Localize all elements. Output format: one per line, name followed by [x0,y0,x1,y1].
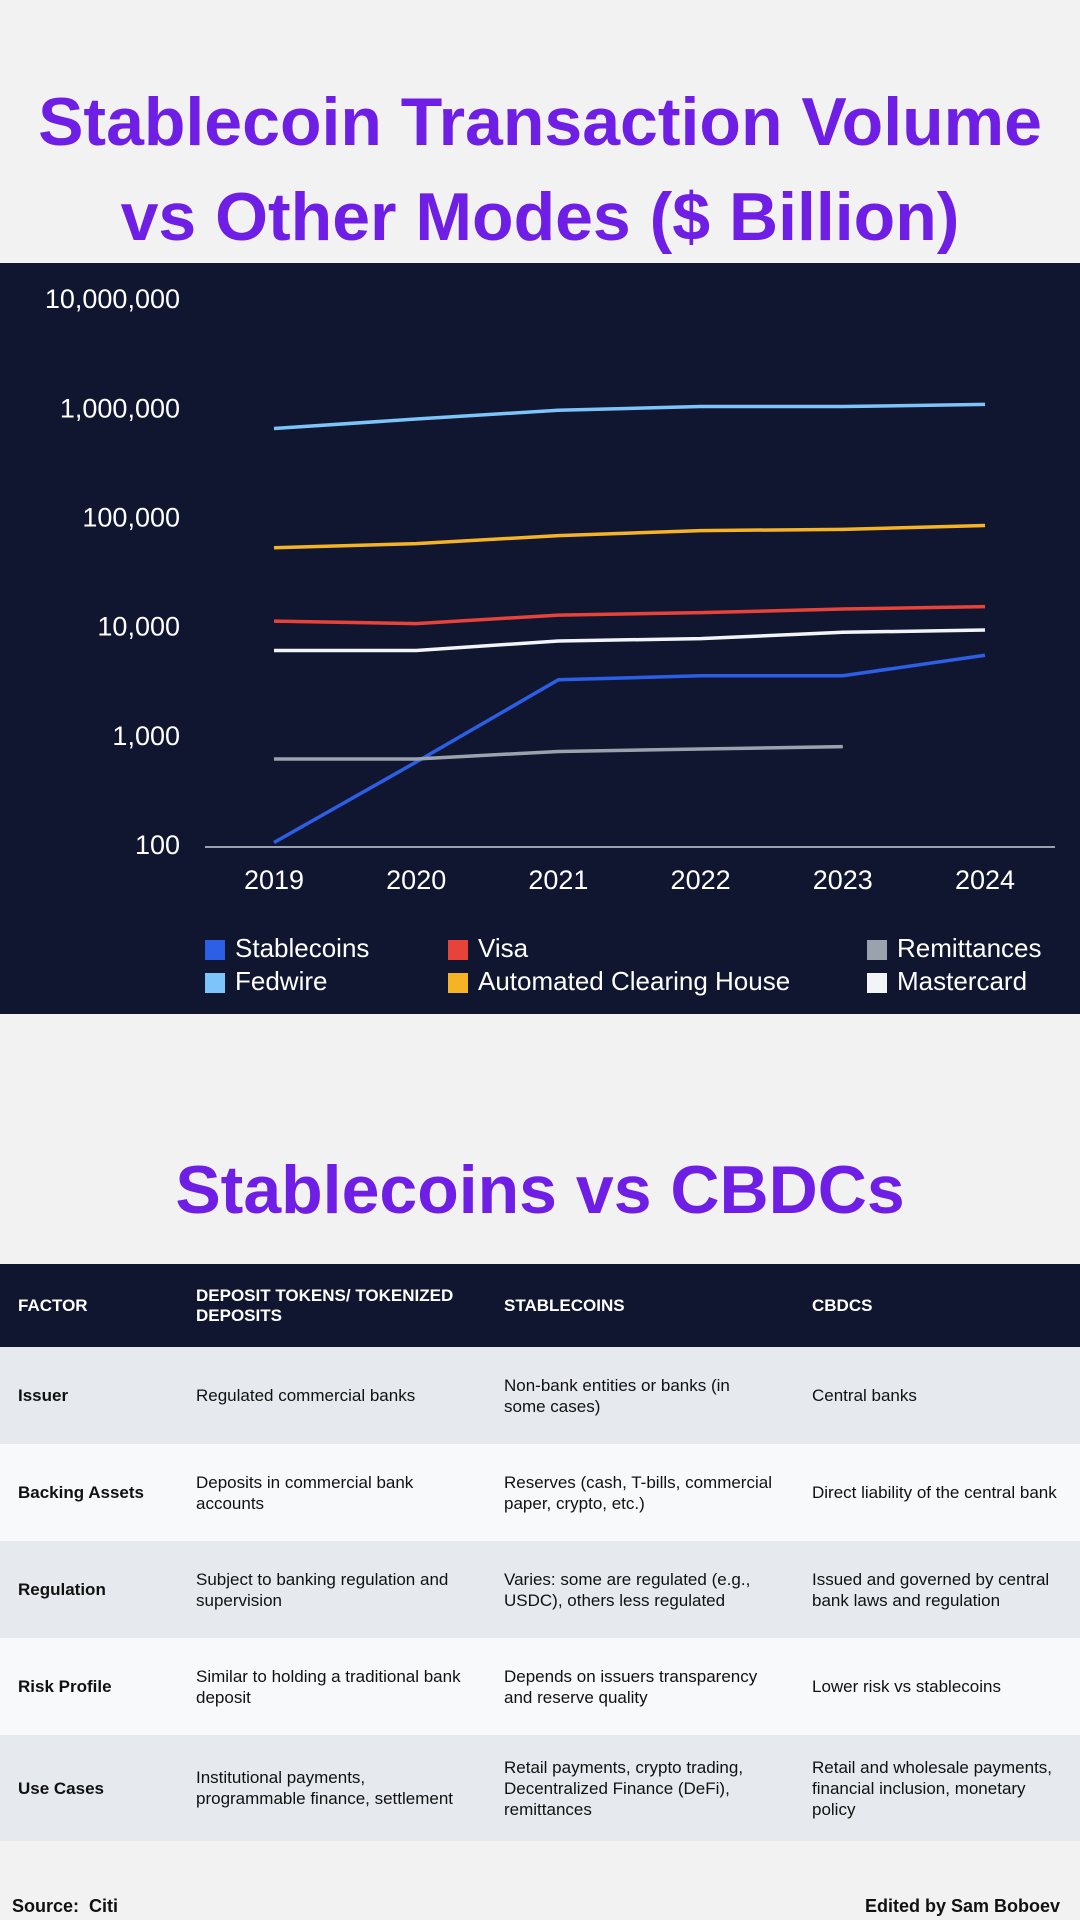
legend-label: Automated Clearing House [478,966,790,996]
table-row: Backing Assets Deposits in commercial ban… [0,1444,1080,1541]
table-cell: Depends on issuers transparency and rese… [486,1638,794,1735]
table-cell: Regulated commercial banks [178,1347,486,1444]
table-cell: Central banks [794,1347,1080,1444]
y-tick-label: 10,000,000 [45,284,180,314]
chart-title: Stablecoin Transaction Volume vs Other M… [38,84,1042,255]
table-cell: Institutional payments, programmable fin… [178,1735,486,1841]
table-cell: Issuer [0,1347,178,1444]
comparison-table: FACTOR DEPOSIT TOKENS/ TOKENIZED DEPOSITS… [0,1264,1080,1841]
table-row: Risk Profile Similar to holding a traditi… [0,1638,1080,1735]
table-row: Regulation Subject to banking regulation … [0,1541,1080,1638]
table-cell: Deposits in commercial bank accounts [178,1444,486,1541]
x-tick-label: 2022 [671,865,731,895]
x-tick-label: 2024 [955,865,1015,895]
y-tick-label: 100 [135,830,180,860]
legend-swatch [867,973,887,993]
table-cell: Direct liability of the central bank [794,1444,1080,1541]
table-cell: Backing Assets [0,1444,178,1541]
x-tick-label: 2019 [244,865,304,895]
y-tick-label: 1,000,000 [60,393,180,423]
header-row: FACTOR DEPOSIT TOKENS/ TOKENIZED DEPOSITS… [0,1264,1080,1347]
x-tick-label: 2021 [528,865,588,895]
table-cell: Similar to holding a traditional bank de… [178,1638,486,1735]
table-cell: Subject to banking regulation and superv… [178,1541,486,1638]
legend-swatch [448,973,468,993]
y-tick-label: 100,000 [82,503,180,533]
table-cell: Risk Profile [0,1638,178,1735]
y-tick-label: 10,000 [97,612,180,642]
table-cell: Regulation [0,1541,178,1638]
legend-label: Remittances [897,933,1042,963]
legend-swatch [205,973,225,993]
column-header: FACTOR [0,1264,178,1347]
x-tick-label: 2020 [386,865,446,895]
table-cell: Non-bank entities or banks (in some case… [486,1347,794,1444]
table-row: Issuer Regulated commercial banks Non-bank… [0,1347,1080,1444]
credit: Edited by Sam Boboev [864,1896,1060,1916]
legend-swatch [448,940,468,960]
chart: 100 1,000 10,000 100,000 1,000,000 10,000,000… [0,263,1080,1014]
table-cell: Lower risk vs stablecoins [794,1638,1080,1735]
legend-label: Mastercard [897,966,1027,996]
series-line [274,628,986,653]
table-cell: Retail and wholesale payments, financial… [794,1735,1080,1841]
column-header: CBDCS [794,1264,1080,1347]
table-cell: Issued and governed by central bank laws… [794,1541,1080,1638]
series-line [274,744,843,761]
source: Source: Citi [12,1896,119,1916]
table-cell: Retail payments, crypto trading, Decentr… [486,1735,794,1841]
column-header: DEPOSIT TOKENS/ TOKENIZED DEPOSITS [178,1264,486,1347]
table-title: Stablecoins vs CBDCs [175,1152,905,1228]
series-line [273,402,986,431]
table-cell: Reserves (cash, T-bills, commercial pape… [486,1444,794,1541]
y-tick-label: 1,000 [112,721,180,751]
series-line [273,523,986,550]
table-cell: Use Cases [0,1735,178,1841]
table-cell: Varies: some are regulated (e.g., USDC),… [486,1541,794,1638]
series-line [273,653,986,845]
legend-swatch [205,940,225,960]
legend-label: Fedwire [235,966,327,996]
x-tick-label: 2023 [813,865,873,895]
legend-swatch [867,940,887,960]
column-header: STABLECOINS [486,1264,794,1347]
series-line [273,604,986,626]
legend-label: Stablecoins [235,933,369,963]
table-row: Use Cases Institutional payments, program… [0,1735,1080,1841]
legend-label: Visa [478,933,529,963]
